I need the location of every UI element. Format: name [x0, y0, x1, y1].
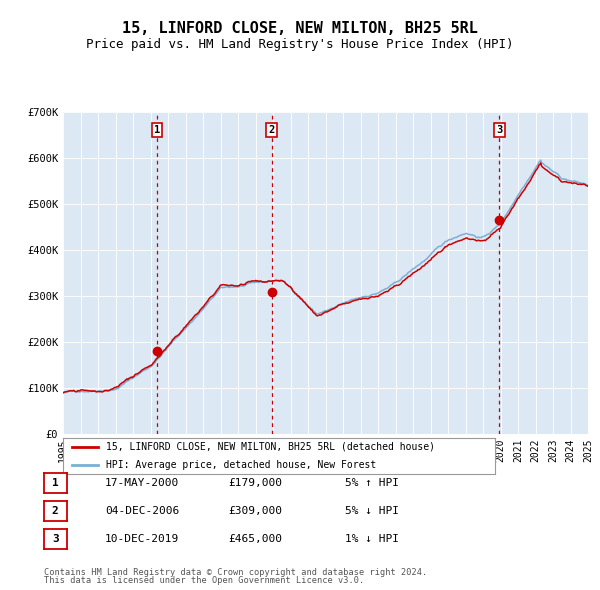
Text: 1% ↓ HPI: 1% ↓ HPI	[345, 535, 399, 544]
Text: 17-MAY-2000: 17-MAY-2000	[105, 478, 179, 487]
Text: Contains HM Land Registry data © Crown copyright and database right 2024.: Contains HM Land Registry data © Crown c…	[44, 568, 427, 577]
Text: 10-DEC-2019: 10-DEC-2019	[105, 535, 179, 544]
Text: 3: 3	[52, 535, 59, 544]
Text: 3: 3	[496, 125, 503, 135]
Text: £309,000: £309,000	[228, 506, 282, 516]
Text: 5% ↓ HPI: 5% ↓ HPI	[345, 506, 399, 516]
Text: 1: 1	[52, 478, 59, 487]
Text: 15, LINFORD CLOSE, NEW MILTON, BH25 5RL (detached house): 15, LINFORD CLOSE, NEW MILTON, BH25 5RL …	[106, 442, 435, 452]
Text: 2: 2	[268, 125, 275, 135]
Text: 2: 2	[52, 506, 59, 516]
Text: 04-DEC-2006: 04-DEC-2006	[105, 506, 179, 516]
Text: £465,000: £465,000	[228, 535, 282, 544]
Text: 1: 1	[154, 125, 160, 135]
Text: 15, LINFORD CLOSE, NEW MILTON, BH25 5RL: 15, LINFORD CLOSE, NEW MILTON, BH25 5RL	[122, 21, 478, 35]
Text: This data is licensed under the Open Government Licence v3.0.: This data is licensed under the Open Gov…	[44, 576, 364, 585]
Text: Price paid vs. HM Land Registry's House Price Index (HPI): Price paid vs. HM Land Registry's House …	[86, 38, 514, 51]
Text: HPI: Average price, detached house, New Forest: HPI: Average price, detached house, New …	[106, 460, 376, 470]
Text: 5% ↑ HPI: 5% ↑ HPI	[345, 478, 399, 487]
Text: £179,000: £179,000	[228, 478, 282, 487]
